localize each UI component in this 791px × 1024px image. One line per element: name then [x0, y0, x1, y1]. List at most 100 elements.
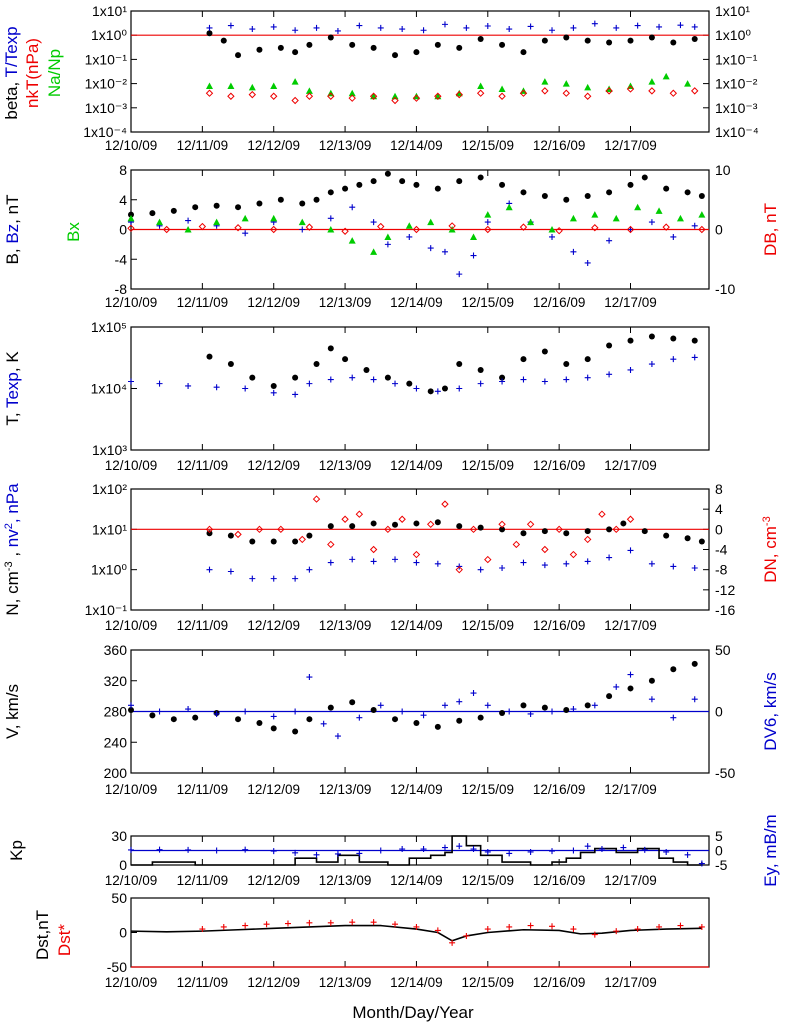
beta-beta-point: [370, 44, 377, 51]
temp-texp-point: [327, 376, 334, 383]
beta-t/texp-point: [656, 23, 663, 30]
density-date-label: 12/14/09: [390, 618, 443, 633]
velocity-right-tick-label: 0: [715, 704, 723, 720]
dst-dst*-point: [463, 932, 470, 939]
mag-bx-point: [548, 226, 556, 233]
dst-ytick-label: 0: [119, 925, 127, 941]
temp-texp-point: [499, 378, 506, 385]
mag-db-point: [698, 225, 706, 234]
mag-ytick-label: 8: [119, 162, 127, 178]
velocity-date-label: 12/12/09: [247, 782, 300, 797]
density-dn-point: [526, 520, 535, 528]
mag-bx-point: [505, 203, 513, 211]
mag-b-point: [399, 178, 406, 185]
temp-t-point: [584, 356, 591, 363]
beta-t/texp-point: [484, 22, 491, 29]
density-right-tick-label: -4: [715, 542, 728, 558]
beta-nkt-point: [412, 94, 421, 102]
temp-t-point: [670, 335, 677, 342]
temp-ytick-label: 1x10⁴: [91, 381, 127, 397]
kp-ey-point: [684, 851, 691, 858]
beta-beta-point: [306, 41, 313, 48]
temp-texp-point: [413, 385, 420, 392]
mag-b-point: [606, 189, 613, 196]
density-n-point: [413, 520, 420, 527]
density-n-point: [499, 526, 506, 533]
beta-t/texp-point: [313, 24, 320, 31]
velocity-series-dv6: [128, 671, 698, 740]
mag-ytick-label: -4: [115, 251, 128, 267]
velocity-dv6-point: [306, 674, 313, 681]
beta-na/np-point: [662, 72, 670, 80]
kp-ey-point: [456, 843, 463, 850]
kp-ey-point: [506, 850, 513, 857]
beta-na/np-point: [391, 92, 399, 100]
kp-ey-point: [620, 844, 627, 851]
density-n-point: [270, 538, 277, 545]
density-nv2-point: [606, 554, 613, 561]
beta-nkt-point: [669, 89, 678, 97]
beta-beta-point: [220, 37, 227, 44]
kp-ey-point: [549, 848, 556, 855]
beta-beta-point: [627, 37, 634, 44]
mag-b-point: [149, 210, 156, 217]
dst-dst-line: [130, 924, 702, 942]
beta-ylabel-2-part-0: nkT(nPa): [23, 38, 42, 108]
beta-t/texp-point: [549, 27, 556, 34]
kp-series-kp: [131, 835, 703, 866]
density-nv2-point: [434, 560, 441, 567]
velocity-v-point: [477, 714, 484, 721]
beta-beta-point: [349, 41, 356, 48]
dst-date-label: 12/15/09: [462, 975, 515, 990]
mag-bx-point: [655, 207, 663, 214]
kp-date-label: 12/11/09: [177, 873, 229, 888]
density-dn-point: [569, 550, 578, 559]
dst-series-dst: [130, 924, 702, 942]
temp-texp-point: [541, 378, 548, 385]
beta-plot-frame: [130, 10, 710, 133]
beta-ytick-label: 1x10⁻³: [85, 100, 128, 116]
density-nv2-point: [648, 560, 655, 567]
temp-plot-frame: [130, 326, 710, 451]
beta-ylabel-part-1: T/Texp: [2, 26, 21, 77]
beta-series-nkt: [205, 85, 699, 105]
mag-series-bx: [127, 203, 706, 255]
kp-date-label: 12/12/09: [247, 873, 300, 888]
beta-series-beta: [206, 30, 698, 59]
density-n-point: [227, 532, 234, 539]
density-series-dn: [205, 495, 635, 574]
beta-t/texp-point: [527, 23, 534, 30]
density-n-point: [370, 520, 377, 527]
beta-na/np-point: [498, 85, 506, 92]
mag-b-point: [413, 181, 420, 188]
density-dn-point: [384, 525, 392, 534]
kp-ey-point: [484, 848, 491, 855]
mag-bz-point: [185, 217, 192, 224]
density-dn-point: [312, 495, 321, 503]
kp-ey-point: [420, 846, 427, 853]
beta-beta-point: [277, 44, 284, 51]
density-ytick-label: 1x10¹: [92, 521, 127, 537]
beta-na/np-point: [584, 83, 592, 91]
mag-b-point: [584, 193, 591, 200]
density-n-point: [698, 538, 705, 545]
mag-bx-point: [634, 203, 642, 211]
mag-bx-point: [213, 218, 221, 226]
dst-dst*-point: [656, 923, 663, 930]
beta-nkt-point: [391, 96, 399, 105]
mag-right-tick-label: 10: [715, 162, 731, 178]
mag-bx-point: [327, 226, 335, 233]
temp-ylabel: T, Texp, K: [3, 351, 22, 426]
velocity-ytick-label: 360: [104, 642, 128, 658]
dst-dst*-point: [613, 928, 620, 935]
mag-b-point: [563, 196, 570, 203]
velocity-dv6-point: [156, 708, 163, 715]
velocity-ylabel-part-0: V, km/s: [3, 684, 22, 739]
dst-plot-frame: [130, 897, 710, 968]
mag-db-point: [270, 225, 278, 234]
velocity-v-point: [128, 706, 134, 713]
velocity-dv6-point: [570, 706, 577, 713]
dst-dst*-point: [370, 919, 377, 926]
mag-bz-point: [484, 219, 491, 226]
density-n-point: [520, 530, 527, 537]
